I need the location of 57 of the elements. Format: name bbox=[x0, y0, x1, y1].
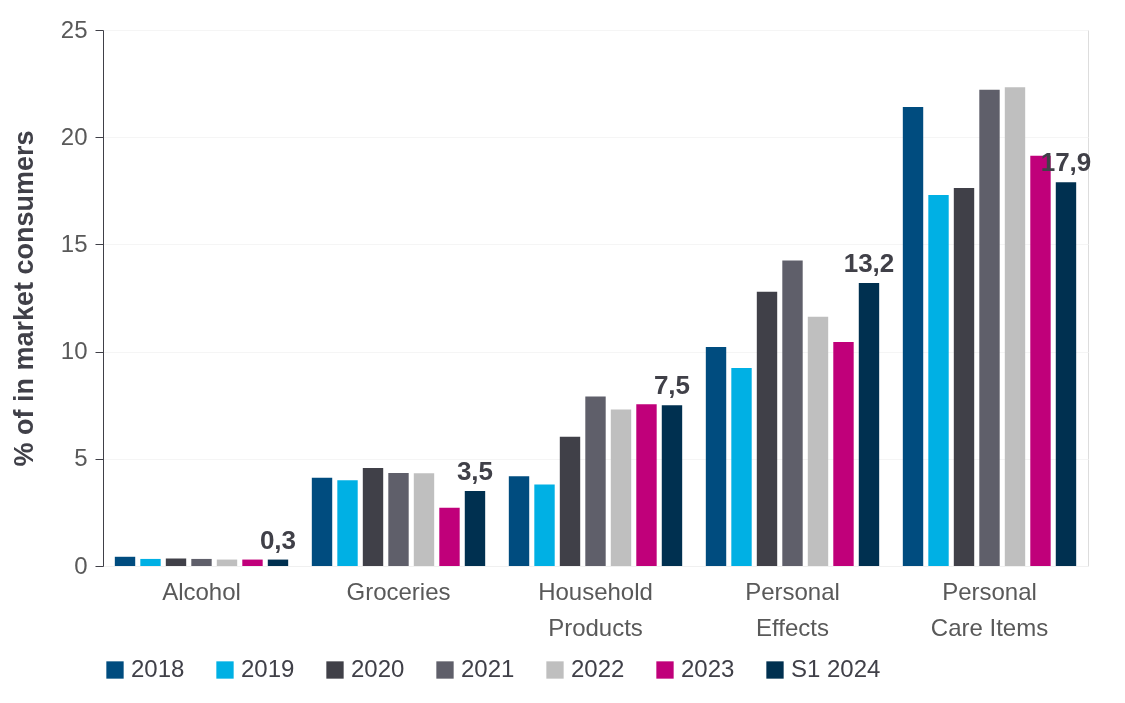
bar bbox=[756, 291, 778, 566]
legend-label: 2023 bbox=[681, 655, 735, 682]
y-tick-label: 15 bbox=[60, 229, 88, 257]
x-tick-label: Alcohol bbox=[162, 577, 241, 605]
legend-label: 2018 bbox=[131, 655, 185, 682]
bar bbox=[782, 260, 803, 566]
legend-label: 2020 bbox=[351, 655, 405, 682]
legend-label: S1 2024 bbox=[791, 655, 881, 682]
bar bbox=[242, 559, 263, 566]
bar bbox=[362, 468, 384, 566]
bar bbox=[388, 472, 409, 566]
bar bbox=[413, 473, 435, 566]
y-tick-label: 25 bbox=[60, 15, 88, 43]
y-tick-label: 20 bbox=[60, 122, 88, 150]
bar bbox=[337, 480, 358, 566]
legend-label: 2019 bbox=[241, 655, 295, 682]
y-tick-label: 5 bbox=[74, 444, 88, 472]
bar bbox=[165, 558, 187, 566]
legend-label: 2022 bbox=[571, 655, 625, 682]
bar bbox=[267, 559, 289, 566]
bar bbox=[953, 188, 975, 566]
data-label: 3,5 bbox=[456, 455, 494, 486]
bar bbox=[979, 89, 1000, 566]
bar bbox=[114, 556, 136, 566]
bar bbox=[464, 490, 486, 566]
x-tick-label: Personal Effects bbox=[745, 577, 840, 641]
bar bbox=[191, 558, 212, 566]
bar bbox=[140, 558, 161, 566]
y-tick-label: 10 bbox=[60, 337, 88, 365]
bar bbox=[1004, 87, 1026, 566]
data-label: 13,2 bbox=[843, 247, 895, 278]
bar bbox=[585, 396, 606, 566]
x-tick-label: Groceries bbox=[346, 577, 451, 605]
bar bbox=[311, 477, 333, 566]
bar bbox=[534, 484, 555, 566]
x-tick-label: Household Products bbox=[538, 577, 653, 641]
data-label: 7,5 bbox=[653, 370, 691, 401]
legend-label: 2021 bbox=[461, 655, 515, 682]
bar bbox=[636, 404, 657, 566]
bar bbox=[928, 195, 949, 566]
bar bbox=[661, 405, 683, 566]
bar bbox=[1055, 182, 1077, 566]
bar bbox=[508, 476, 530, 566]
bar bbox=[610, 409, 632, 566]
y-axis-title: % of in market consumers bbox=[8, 130, 39, 467]
bar bbox=[705, 347, 727, 566]
bar bbox=[833, 341, 854, 566]
bar bbox=[559, 436, 581, 566]
bar bbox=[439, 507, 460, 566]
data-label: 0,3 bbox=[259, 524, 297, 555]
bar bbox=[731, 368, 752, 566]
bar bbox=[902, 106, 924, 566]
y-tick-label: 0 bbox=[74, 551, 88, 579]
bar bbox=[858, 282, 880, 566]
bar bbox=[216, 559, 238, 566]
x-tick-label: Personal Care Items bbox=[930, 577, 1049, 641]
bar bbox=[807, 316, 829, 566]
